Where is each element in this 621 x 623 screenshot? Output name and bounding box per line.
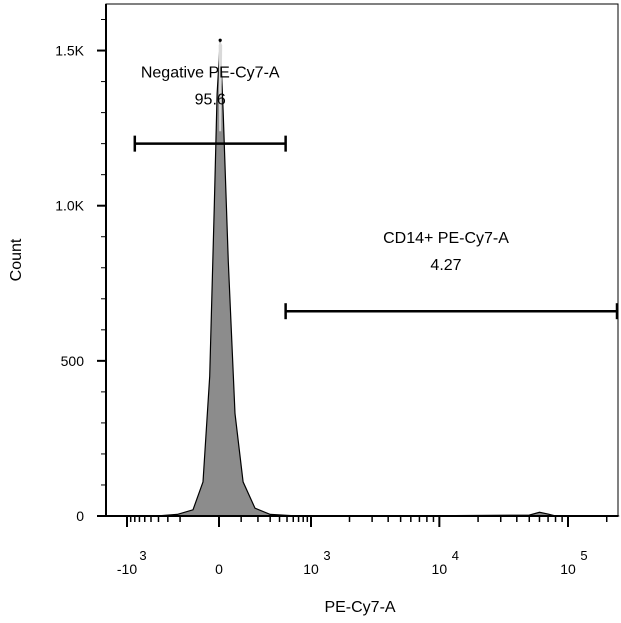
x-tick-exponent: 4 <box>452 548 459 563</box>
gate-percent: 95.6 <box>195 92 226 109</box>
x-tick-exponent: 5 <box>580 548 587 563</box>
gate-percent: 4.27 <box>430 257 461 274</box>
x-tick-exponent: 3 <box>323 548 330 563</box>
x-tick-exponent: 3 <box>139 548 146 563</box>
x-tick-label: 0 <box>215 561 223 577</box>
histogram-area <box>156 41 620 517</box>
gate-name: CD14+ PE-Cy7-A <box>383 230 509 247</box>
y-tick-label: 0 <box>76 508 84 524</box>
y-tick-label: 500 <box>61 353 85 369</box>
x-tick-label: 10 <box>432 561 448 577</box>
gate-name: Negative PE-Cy7-A <box>141 65 280 82</box>
x-tick-label: 10 <box>560 561 576 577</box>
x-axis-label: PE-Cy7-A <box>324 599 395 616</box>
y-axis: 0 500 1.0K 1.5K <box>55 4 107 524</box>
x-tick-label: -10 <box>117 561 137 577</box>
histogram-marks <box>156 38 620 517</box>
y-axis-label: Count <box>8 238 25 281</box>
y-tick-label: 1.5K <box>55 43 84 59</box>
histogram-peak-highlight <box>218 41 223 132</box>
y-tick-label: 1.0K <box>55 198 84 214</box>
x-tick-label: 10 <box>303 561 319 577</box>
histogram-peak-point <box>218 38 222 42</box>
gates: Negative PE-Cy7-A 95.6 CD14+ PE-Cy7-A 4.27 <box>133 65 619 320</box>
